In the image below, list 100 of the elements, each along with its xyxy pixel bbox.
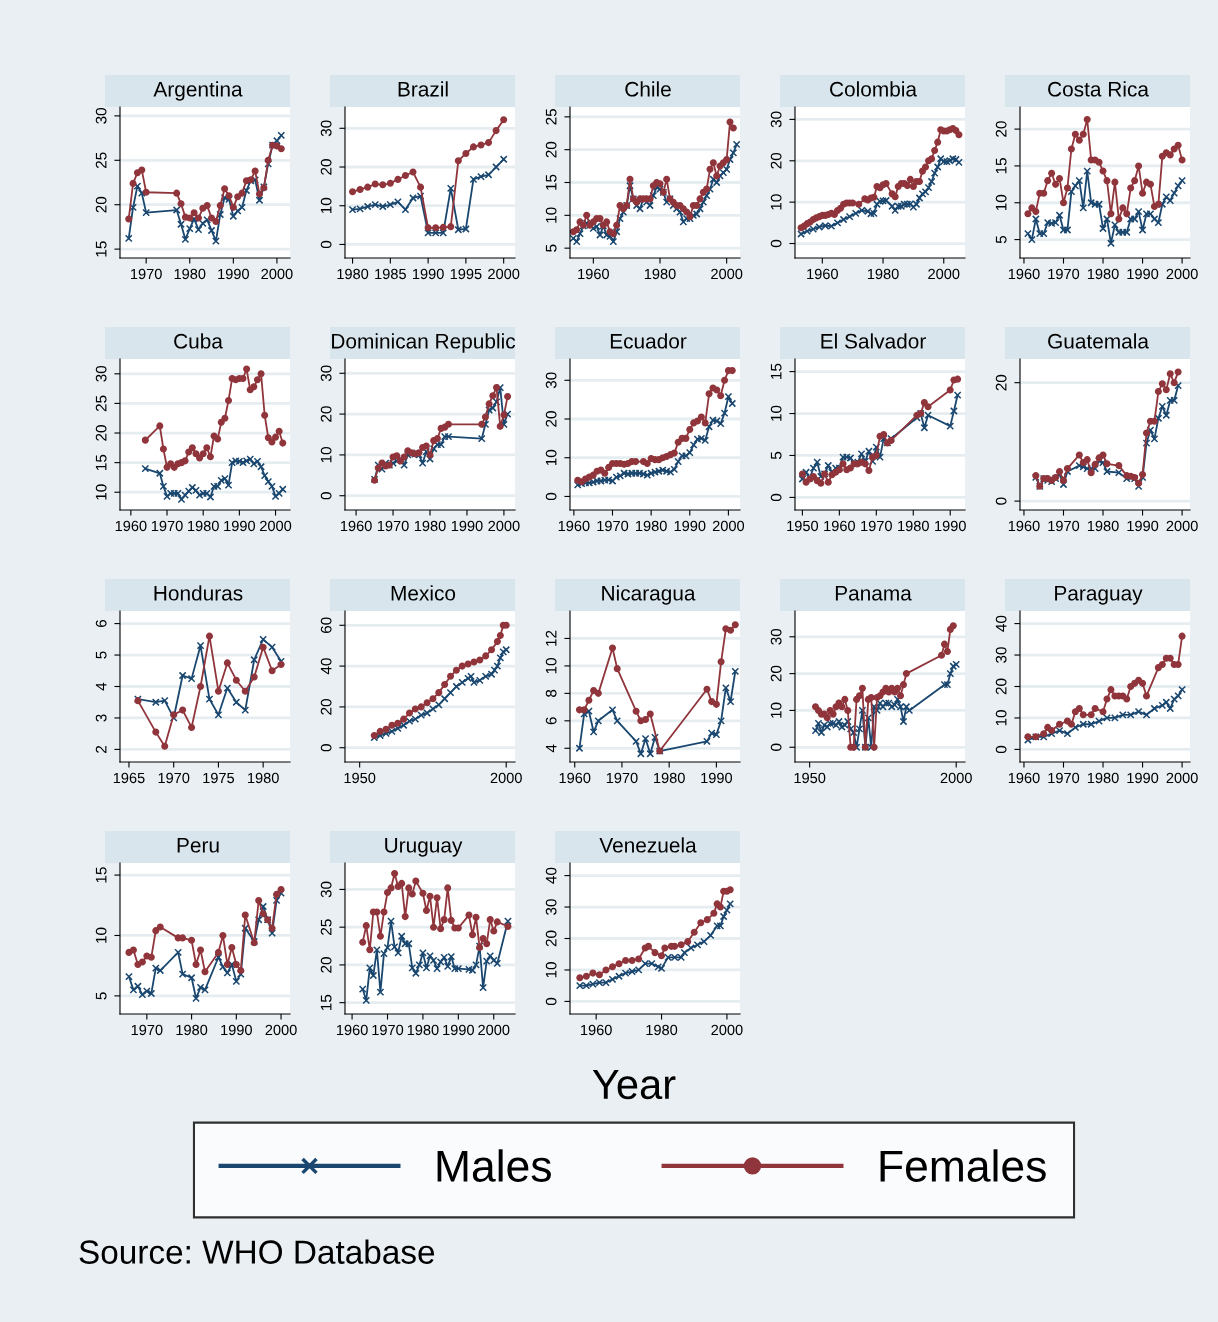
y-tick-label: 30 [770,628,782,645]
y-tick-label: 10 [995,194,1007,211]
y-tick-label: 30 [95,107,107,124]
y-tick-label: 10 [545,658,557,674]
y-tick-label: 0 [545,492,557,501]
chart-title: Paraguay [1055,586,1143,605]
y-tick-label: 0 [320,492,332,500]
y-tick-label: 20 [770,152,782,169]
y-tick-label: 30 [770,111,782,128]
y-tick-label: 20 [95,196,107,213]
chart-title: Brazil [398,81,448,97]
y-tick-label: 10 [770,702,782,718]
x-tick-label: 1980 [654,772,685,784]
x-tick-label: 1960 [578,268,609,280]
y-tick-label: 10 [320,447,332,463]
chart-title: Guatemala [1048,333,1149,349]
legend-label: Females [880,1149,1046,1182]
x-tick-label: 2000 [1166,772,1198,784]
y-tick-label: 0 [770,493,782,502]
x-tick-label: 1995 [450,268,482,280]
x-tick-label: 1970 [131,1024,163,1036]
x-tick-label: 1990 [443,1024,474,1036]
x-tick-label: 1990 [701,772,733,784]
x-tick-label: 1990 [221,1024,252,1036]
y-tick-label: 30 [545,372,557,389]
y-tick-label: 25 [545,108,557,125]
chart-title: Venezuela [599,837,697,853]
y-tick-label: 5 [95,992,107,1000]
y-tick-label: 20 [995,678,1007,695]
y-tick-label: 30 [545,899,557,915]
chart-title: Argentina [153,81,243,101]
x-tick-label: 1990 [1127,520,1159,532]
chart-title: Ecuador [610,333,687,349]
x-tick-label: 1960 [824,520,855,532]
x-tick-label: 2000 [261,268,293,280]
text: Year [592,1070,676,1100]
x-tick-label: 1960 [581,1024,612,1036]
y-tick-label: 25 [320,919,332,935]
x-tick-label: 1960 [340,520,372,532]
y-tick-label: 0 [770,239,782,248]
y-tick-label: 10 [545,449,557,466]
x-tick-label: 1980 [176,1024,208,1036]
y-tick-label: 20 [320,406,332,422]
x-tick-label: 1980 [644,268,676,280]
x-tick-label: 1990 [1127,268,1159,280]
y-tick-label: 0 [995,745,1007,754]
x-tick-label: 1980 [636,520,667,532]
y-tick-label: 20 [95,425,107,441]
y-tick-label: 15 [95,454,107,470]
y-tick-label: 20 [545,411,557,427]
y-tick-label: 3 [95,714,107,722]
x-tick-label: 2000 [488,268,520,280]
x-tick-label: 1990 [218,268,249,280]
y-tick-label: 5 [545,244,557,252]
chart-title: Peru [177,838,219,853]
y-tick-label: 20 [995,374,1007,391]
x-tick-label: 2000 [928,268,960,280]
y-tick-label: 10 [545,207,557,223]
y-tick-label: 20 [320,699,332,715]
chart-title: Chile [625,81,671,97]
y-tick-label: 30 [320,120,332,137]
x-tick-label: 1980 [1087,268,1119,280]
x-tick-label: 1970 [372,1024,404,1036]
x-tick-label: 1980 [188,520,219,532]
y-tick-label: 5 [995,235,1007,244]
x-tick-label: 1980 [1087,772,1119,784]
x-tick-label: 1960 [558,520,590,532]
y-tick-label: 10 [95,927,107,943]
x-tick-label: 1960 [807,268,838,280]
chart-title: El Salvador [821,333,926,349]
chart-title: Nicaragua [602,585,696,605]
y-tick-label: 40 [545,867,557,884]
y-tick-label: 15 [995,158,1007,174]
x-tick-label: 1960 [1008,772,1040,784]
y-tick-label: 2 [95,745,107,753]
chart-title: Costa Rica [1048,81,1149,97]
x-tick-label: 1970 [1048,520,1080,532]
y-tick-label: 0 [995,497,1007,505]
y-tick-label: 10 [770,405,782,421]
x-tick-label: 1980 [898,520,929,532]
y-tick-label: 0 [320,240,332,249]
x-tick-label: 1960 [559,772,591,784]
y-tick-label: 30 [95,365,107,382]
y-tick-label: 0 [320,744,332,752]
x-tick-label: 1990 [674,520,706,532]
y-tick-label: 8 [545,689,557,697]
x-tick-label: 2000 [712,520,745,532]
legend-label: Males [437,1149,551,1182]
source-note: Source: WHO Database [79,1239,435,1264]
y-tick-label: 10 [995,710,1007,726]
x-tick-label: 1950 [344,772,376,784]
x-tick-label: 1990 [1127,772,1159,784]
x-tick-label: 1990 [413,268,444,280]
x-tick-label: 1970 [1048,772,1080,784]
x-tick-label: 2000 [478,1024,510,1036]
x-tick-label: 1990 [451,520,483,532]
y-tick-label: 15 [320,994,332,1011]
y-tick-label: 10 [95,484,107,500]
y-tick-label: 30 [320,881,332,898]
y-tick-label: 4 [545,744,557,753]
